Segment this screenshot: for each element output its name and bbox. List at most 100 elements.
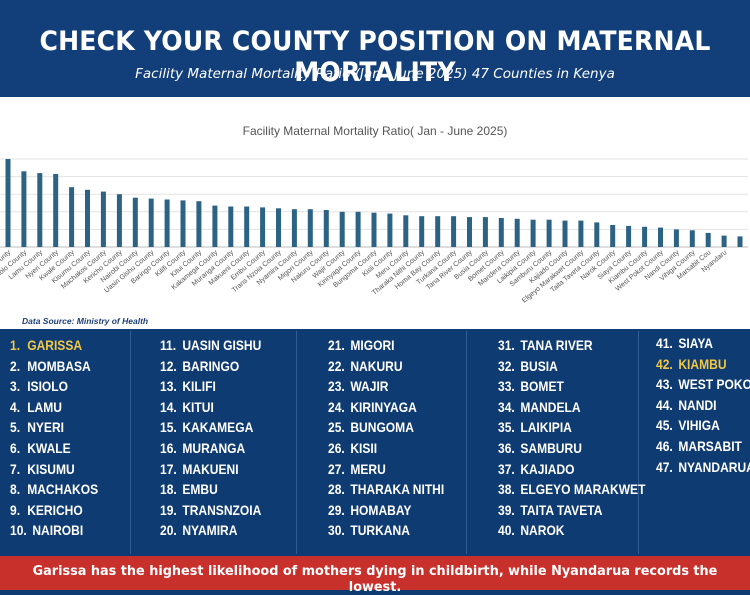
ranking-item: 35. LAIKIPIA xyxy=(498,419,572,435)
ranking-item: 3. ISIOLO xyxy=(10,378,68,394)
ranking-number: 16. xyxy=(160,440,177,456)
ranking-number: 37. xyxy=(498,460,515,477)
ranking-county-name: BUNGOMA xyxy=(350,419,414,436)
column-divider xyxy=(296,331,297,554)
ranking-item: 10. NAIROBI xyxy=(10,522,83,538)
ranking-item: 28. THARAKA NITHI xyxy=(328,481,444,497)
bar-mandera-county xyxy=(530,219,536,247)
ranking-item: 8. MACHAKOS xyxy=(10,481,98,497)
bar-west-pokot-county xyxy=(673,229,679,247)
ranking-item: 40. NAROK xyxy=(498,522,565,538)
ranking-county-name: LAMU xyxy=(27,398,62,415)
bar-marsabit-county xyxy=(721,235,727,247)
ranking-county-name: KITUI xyxy=(182,398,214,415)
ranking-number: 23. xyxy=(328,378,345,395)
bar-samburu-county xyxy=(562,220,568,247)
ranking-item: 43. WEST POKOT xyxy=(656,376,750,392)
ranking-number: 11. xyxy=(160,337,177,353)
bar-kisii-county xyxy=(403,215,409,247)
ranking-number: 32. xyxy=(498,357,515,374)
bar-migori-county xyxy=(323,210,329,247)
ranking-number: 15. xyxy=(160,419,177,436)
bar-baringo-county xyxy=(180,200,186,247)
ranking-item: 7. KISUMU xyxy=(10,461,75,477)
bar-elgeyo-marakwet-county xyxy=(594,222,600,247)
ranking-item: 4. LAMU xyxy=(10,399,62,415)
ranking-item: 25. BUNGOMA xyxy=(328,419,414,435)
chart-panel: Facility Maternal Mortality Ratio( Jan -… xyxy=(0,97,750,329)
ranking-county-name: SAMBURU xyxy=(520,440,582,456)
ranking-county-name: KAJIADO xyxy=(520,460,575,477)
ranking-number: 18. xyxy=(160,481,177,498)
ranking-item: 38. ELGEYO MARAKWET xyxy=(498,481,645,497)
ranking-county-name: MANDELA xyxy=(520,398,581,415)
bar-kajiado-county xyxy=(578,220,584,247)
ranking-county-name: SIAYA xyxy=(678,335,713,351)
bar-nandi-county xyxy=(689,230,695,247)
bar-kericho-county xyxy=(132,197,138,247)
ranking-county-name: KWALE xyxy=(27,440,71,456)
ranking-county-name: TURKANA xyxy=(350,522,410,539)
ranking-item: 6. KWALE xyxy=(10,440,71,456)
ranking-county-name: VIHIGA xyxy=(678,417,720,434)
ranking-number: 21. xyxy=(328,337,345,353)
footer-banner: Garissa has the highest likelihood of mo… xyxy=(0,556,750,595)
bar-nyeri-county xyxy=(69,187,75,247)
ranking-number: 14. xyxy=(160,398,177,415)
ranking-county-name: MARSABIT xyxy=(678,438,742,454)
ranking-column: 31. TANA RIVER 32. BUSIA 33. BOMET 34. MANDELA 3… xyxy=(498,329,645,556)
ranking-number: 45. xyxy=(656,417,673,434)
ranking-number: 22. xyxy=(328,357,345,374)
ranking-number: 29. xyxy=(328,501,345,518)
ranking-column: 11. UASIN GISHU 12. BARINGO 13. KILIFI 14. KITU… xyxy=(160,329,296,556)
ranking-county-name: MACHAKOS xyxy=(27,481,99,498)
ranking-county-name: LAIKIPIA xyxy=(520,419,572,436)
bar-turkana-county xyxy=(467,217,472,247)
ranking-number: 38. xyxy=(498,481,515,498)
ranking-item: 33. BOMET xyxy=(498,378,564,394)
ranking-number: 46. xyxy=(656,438,673,454)
ranking-column: 41. SIAYA 42. KIAMBU 43. WEST POKOT 44. NANDI 45… xyxy=(656,329,750,556)
ranking-table: 1. GARISSA 2. MOMBASA 3. ISIOLO 4. LAMU 5. NYERI 6… xyxy=(0,329,750,556)
ranking-county-name: WEST POKOT xyxy=(678,376,750,393)
ranking-county-name: KIRINYAGA xyxy=(350,398,417,415)
ranking-county-name: MIGORI xyxy=(350,337,395,353)
ranking-number: 12. xyxy=(160,357,177,374)
ranking-number: 3. xyxy=(10,378,21,395)
ranking-number: 47. xyxy=(656,458,673,475)
ranking-county-name: NAIROBI xyxy=(32,522,84,539)
bar-kakamega-county xyxy=(228,206,234,247)
bar-embu-county xyxy=(276,208,281,247)
ranking-number: 8. xyxy=(10,481,21,498)
ranking-item: 42. KIAMBU xyxy=(656,356,727,372)
ranking-county-name: NYANDARUA xyxy=(678,458,750,475)
bar-narok-county xyxy=(626,225,632,247)
bar-vihiga-county xyxy=(705,232,711,247)
bar-wajir-county xyxy=(355,211,361,247)
bar-bungoma-county xyxy=(387,213,393,247)
ranking-number: 20. xyxy=(160,522,177,539)
column-divider xyxy=(638,331,639,554)
header: CHECK YOUR COUNTY POSITION ON MATERNAL M… xyxy=(0,0,750,97)
ranking-number: 5. xyxy=(10,419,21,436)
ranking-county-name: BARINGO xyxy=(182,357,240,374)
ranking-county-name: UASIN GISHU xyxy=(182,337,262,353)
bar-trans-nzoia-county xyxy=(291,209,297,247)
ranking-item: 46. MARSABIT xyxy=(656,438,742,454)
ranking-county-name: MOMBASA xyxy=(27,357,91,374)
ranking-number: 1. xyxy=(10,337,21,353)
ranking-county-name: TANA RIVER xyxy=(520,337,593,353)
ranking-number: 25. xyxy=(328,419,345,436)
bar-meru-county xyxy=(419,216,425,247)
ranking-county-name: KISII xyxy=(350,440,378,456)
bar-kisumu-county xyxy=(100,191,106,247)
bar-machakos-county xyxy=(116,194,122,247)
ranking-item: 41. SIAYA xyxy=(656,335,713,351)
ranking-item: 13. KILIFI xyxy=(160,378,216,394)
bar-kiambu-county xyxy=(658,227,663,247)
ranking-county-name: KISUMU xyxy=(27,460,75,477)
ranking-number: 9. xyxy=(10,501,21,518)
ranking-number: 42. xyxy=(656,355,673,372)
bar-mombasa-county xyxy=(21,171,27,247)
ranking-county-name: KIAMBU xyxy=(678,355,727,372)
